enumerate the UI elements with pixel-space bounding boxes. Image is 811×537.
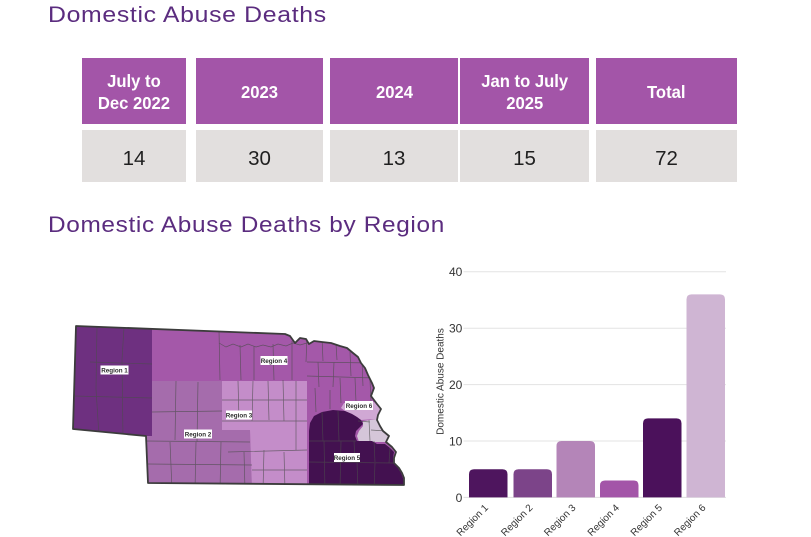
svg-text:Region 6: Region 6 [346, 403, 373, 410]
svg-text:30: 30 [449, 322, 463, 336]
svg-text:Region 1: Region 1 [455, 502, 491, 537]
svg-text:Region 4: Region 4 [586, 502, 622, 537]
svg-text:Region 3: Region 3 [226, 412, 253, 419]
svg-text:Region 5: Region 5 [334, 455, 361, 462]
svg-text:0: 0 [456, 491, 463, 505]
svg-text:40: 40 [449, 265, 463, 279]
svg-text:Region 6: Region 6 [672, 502, 708, 537]
svg-text:Region 5: Region 5 [629, 502, 665, 537]
svg-text:Region 2: Region 2 [185, 431, 212, 438]
svg-text:10: 10 [449, 434, 463, 448]
svg-text:20: 20 [449, 378, 463, 392]
svg-text:Region 1: Region 1 [101, 367, 128, 374]
svg-text:Domestic Abuse Deaths: Domestic Abuse Deaths [435, 328, 446, 435]
svg-text:Region 4: Region 4 [261, 358, 288, 365]
svg-text:Region 3: Region 3 [542, 502, 578, 537]
svg-text:Region 2: Region 2 [499, 502, 535, 537]
